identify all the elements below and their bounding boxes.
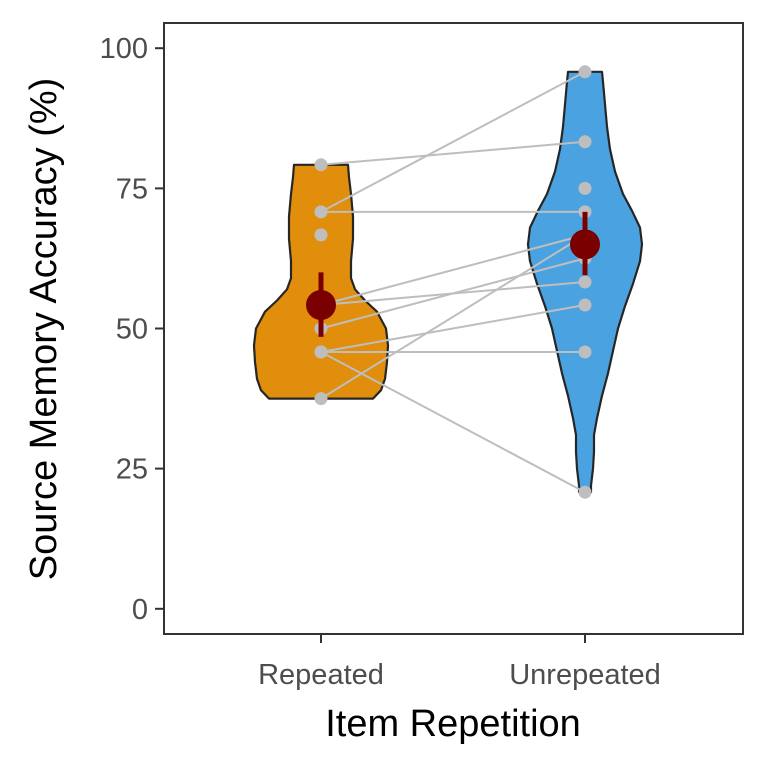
y-axis-title: Source Memory Accuracy (%) — [23, 78, 65, 581]
pair-line — [320, 140, 586, 166]
data-point-repeated — [314, 158, 328, 172]
pair-line — [320, 70, 586, 213]
data-point-unrepeated — [578, 485, 592, 499]
data-point-unrepeated — [578, 345, 592, 359]
x-tick-label: Unrepeated — [509, 659, 661, 691]
y-tick-label: 100 — [100, 33, 148, 65]
data-point-unrepeated — [578, 181, 592, 195]
pair-line — [320, 304, 586, 353]
x-axis-title: Item Repetition — [325, 703, 581, 745]
x-tick-label: Repeated — [258, 659, 384, 691]
data-point-unrepeated — [578, 135, 592, 149]
data-point-repeated — [314, 345, 328, 359]
pair-line — [320, 351, 586, 494]
data-point-repeated — [314, 205, 328, 219]
data-point-unrepeated — [578, 298, 592, 312]
data-point-unrepeated — [578, 275, 592, 289]
data-point-repeated — [314, 228, 328, 242]
pair-line — [320, 281, 586, 306]
pair-line — [320, 234, 586, 400]
mean-marker-repeated — [306, 290, 336, 320]
data-point-unrepeated — [578, 65, 592, 79]
mean-marker-unrepeated — [570, 229, 600, 260]
x-axis: Repeated Unrepeated — [258, 634, 661, 691]
y-tick-label: 0 — [132, 594, 148, 626]
y-axis: 0 25 50 75 100 — [100, 33, 164, 626]
paired-lines — [320, 70, 586, 494]
y-tick-label: 75 — [116, 173, 148, 205]
y-tick-label: 50 — [116, 314, 148, 346]
mean-summaries — [306, 211, 600, 337]
y-tick-label: 25 — [116, 454, 148, 486]
data-point-repeated — [314, 392, 328, 406]
pair-line — [320, 233, 586, 306]
